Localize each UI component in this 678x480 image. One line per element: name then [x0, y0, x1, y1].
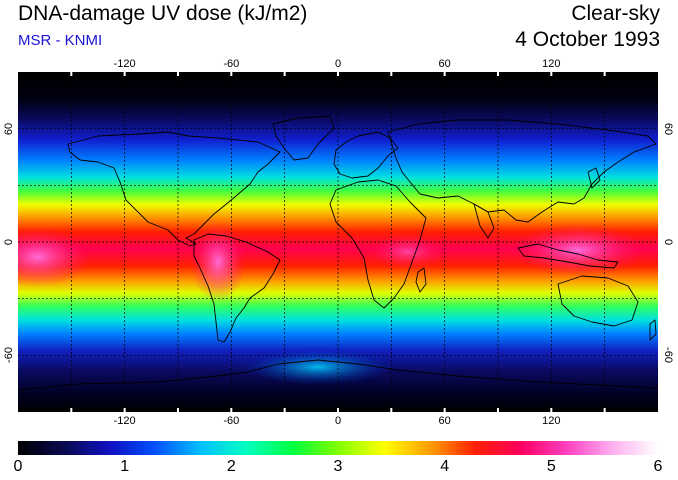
coast-north-america [67, 131, 281, 247]
colorbar-tick-label: 6 [653, 458, 663, 475]
coast-australia [557, 275, 639, 327]
lon-tick-label-top: 60 [438, 58, 451, 70]
lon-tick-label-bottom: 60 [438, 415, 451, 427]
lat-tick-label-right: -60 [662, 347, 674, 364]
lon-tick-label-bottom: -120 [113, 415, 136, 427]
lat-tick-label-left: -60 [3, 347, 15, 364]
coast-south-america [193, 233, 281, 343]
lat-tick-label-right: 0 [662, 238, 674, 246]
colorbar-tick-label: 4 [440, 458, 450, 475]
uv-antarctic-region [243, 349, 393, 385]
lon-tick-label-top: 0 [334, 58, 342, 70]
uv-hotspot-andes [190, 222, 246, 302]
lon-tick-label-top: -60 [223, 58, 240, 70]
lon-tick-label-bottom: 120 [542, 415, 561, 427]
lat-tick-label-right: 60 [662, 122, 674, 135]
uv-hotspot-africa [368, 234, 448, 270]
coast-indonesia [517, 243, 619, 269]
world-map [18, 72, 658, 412]
coast-india [473, 203, 495, 239]
colorbar [18, 441, 658, 455]
coastlines [18, 115, 658, 391]
lat-tick-label-left: 60 [3, 122, 15, 135]
colorbar-tick-label: 2 [226, 458, 236, 475]
map-subtitle: MSR - KNMI [18, 32, 103, 49]
coast-europe [333, 131, 399, 179]
colorbar-ramp [18, 441, 658, 455]
lon-tick-label-top: -120 [113, 58, 136, 70]
coast-madagascar [415, 267, 427, 293]
lat-tick-label-left: 0 [3, 238, 15, 246]
lon-tick-label-bottom: -60 [223, 415, 240, 427]
coast-africa [329, 179, 427, 309]
colorbar-tick-label: 3 [333, 458, 343, 475]
coast-asia [387, 119, 657, 223]
uv-dose-map [18, 72, 658, 412]
lon-tick-label-bottom: 0 [334, 415, 342, 427]
colorbar-tick-label: 5 [546, 458, 556, 475]
sky-condition: Clear-sky [571, 2, 660, 25]
lon-tick-label-top: 120 [542, 58, 561, 70]
colorbar-tick-label: 0 [13, 458, 23, 475]
map-title: DNA-damage UV dose (kJ/m2) [18, 2, 308, 25]
uv-hotspot-indonesia [508, 224, 648, 276]
colorbar-tick-label: 1 [120, 458, 130, 475]
coast-antarctica [18, 359, 658, 391]
map-date: 4 October 1993 [515, 28, 660, 51]
coast-greenland [272, 115, 335, 161]
graticule [18, 72, 658, 412]
coast-new-zealand [649, 319, 657, 341]
coast-japan [587, 167, 601, 189]
